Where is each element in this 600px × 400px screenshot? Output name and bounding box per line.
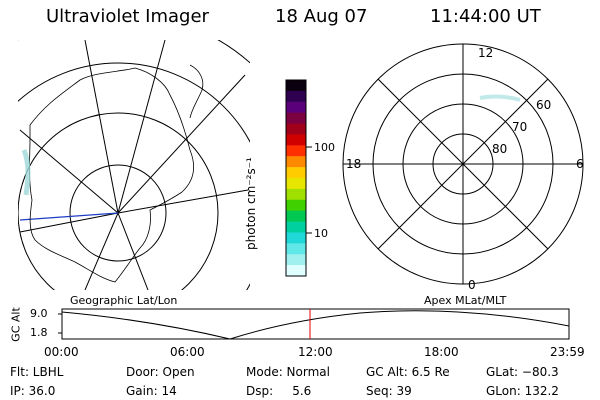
timeline-x-tick: 23:59 [550, 345, 585, 359]
polar-axis-diagonal [377, 78, 549, 250]
colorbar-swatch [286, 243, 306, 255]
status-gain: Gain: 14 [126, 384, 177, 398]
polar-label-80: 80 [492, 142, 508, 156]
status-dsp: Dsp: 5.6 [246, 384, 312, 398]
timeline-left-label: Geographic Lat/Lon [70, 294, 178, 307]
colorbar-swatch [286, 232, 306, 244]
polar-label-0: 0 [468, 278, 476, 292]
date-label: 18 Aug 07 [275, 6, 368, 27]
timeline-right-label: Apex MLat/MLT [424, 294, 507, 307]
colorbar-swatch [286, 112, 306, 125]
terminator-line [19, 212, 119, 221]
timeline-x-tick: 06:00 [170, 345, 205, 359]
timeline-axis-label: GC Alt [9, 307, 23, 342]
meridian-line [117, 40, 166, 214]
status-glon: GLon: 132.2 [486, 384, 559, 398]
status-flt: Flt: LBHL [10, 365, 64, 379]
timeline-x-tick: 18:00 [424, 345, 459, 359]
status-door: Door: Open [126, 365, 195, 379]
timeline-y-tick: 1.8 [30, 326, 48, 339]
colorbar-tick-label: 100 [314, 141, 335, 154]
latitude-circle-edge [18, 40, 250, 64]
colorbar-swatch [286, 123, 306, 135]
meridian-line [19, 129, 119, 214]
aurora-patch [479, 94, 521, 102]
colorbar-swatch [286, 188, 306, 201]
polar-label-6: 6 [576, 157, 584, 171]
meridian-line [84, 212, 119, 290]
timeline-y-tick: 9.0 [30, 307, 48, 320]
timeline-frame [61, 308, 570, 340]
antarctica-coastline [29, 67, 194, 283]
colorbar-swatch [286, 90, 306, 103]
timeline-x-tick: 00:00 [44, 345, 79, 359]
status-glat: GLat: −80.3 [486, 365, 559, 379]
colorbar-swatch [286, 254, 306, 266]
polar-label-18: 18 [346, 157, 362, 171]
colorbar-swatch [286, 221, 306, 233]
polar-label-70: 70 [512, 120, 528, 134]
colorbar-swatch [286, 199, 306, 212]
colorbar-frame [285, 79, 307, 277]
meridian-line [84, 40, 119, 214]
polar-label-12: 12 [478, 46, 494, 60]
colorbar-unit-label: photon cm⁻²s⁻¹ [244, 157, 258, 250]
time-label: 11:44:00 UT [430, 6, 541, 27]
colorbar-swatch [286, 101, 306, 114]
latitude-circle-middle [18, 112, 219, 290]
polar-label-60: 60 [536, 98, 552, 112]
meridian-line [117, 189, 249, 214]
meridian-line [117, 74, 246, 214]
colorbar-swatch [286, 178, 306, 190]
aurora-patch [21, 149, 31, 196]
status-ip: IP: 36.0 [10, 384, 56, 398]
app-title: Ultraviolet Imager [46, 6, 209, 27]
colorbar-swatch [286, 156, 306, 168]
meridian-line [19, 212, 119, 233]
colorbar-swatch [286, 210, 306, 223]
colorbar-tick-label: 10 [314, 227, 328, 240]
polar-plot [342, 43, 584, 285]
colorbar-swatch [286, 167, 306, 179]
coastline-fragment [189, 64, 204, 119]
latitude-circle-inner [69, 164, 167, 262]
status-gcalt: GC Alt: 6.5 Re [366, 365, 450, 379]
altitude-curve [61, 310, 570, 340]
status-seq: Seq: 39 [366, 384, 412, 398]
colorbar-swatch [286, 80, 306, 92]
colorbar-swatch [286, 134, 306, 146]
meridian-line [117, 212, 149, 290]
timeline-x-tick: 12:00 [298, 345, 333, 359]
latitude-circle-outer [18, 62, 250, 290]
colorbar-swatch [286, 145, 306, 157]
status-mode: Mode: Normal [246, 365, 330, 379]
colorbar [286, 80, 306, 277]
geographic-map [18, 40, 250, 290]
colorbar-swatch [286, 265, 306, 277]
